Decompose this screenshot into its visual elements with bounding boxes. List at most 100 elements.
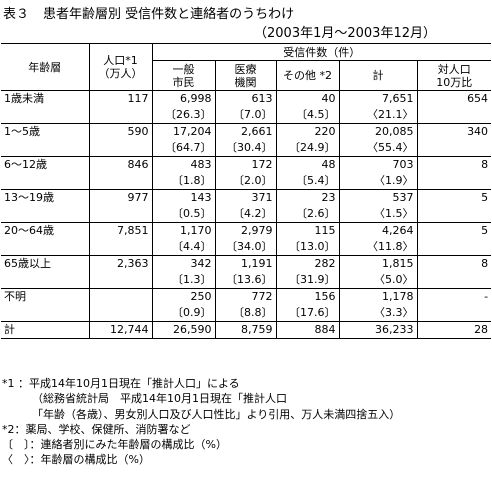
cell-general-share: 〔0.9〕 [152,305,216,322]
cell-total: 4,264 [339,222,418,239]
cell-general: 483 [152,156,216,173]
cell-total: 1,178 [339,288,418,305]
cell-medical-share: 〔13.6〕 [215,272,277,289]
cell-empty [417,173,491,190]
cell-total-share: 〈1.5〉 [339,206,418,223]
table-title: 表３ 患者年齢層別 受信件数と連絡者のうちわけ [3,3,294,22]
table-row: 1歳未満 117 6,998 613 40 7,651 654 [1,90,491,107]
footnote-1-source: （総務省統計局 平成14年10月1日現在「推計人口 [32,392,287,406]
cell-ratio: 28 [417,321,492,339]
cell-medical-share: 〔2.0〕 [215,173,277,190]
cell-age: 20～64歳 [1,222,90,239]
cell-empty [1,272,90,289]
total-row: 計 12,744 26,590 8,759 884 36,233 28 [1,321,492,339]
table-row: 13～19歳 977 143 371 23 537 5 [1,189,492,206]
cell-age: 計 [1,321,90,339]
cell-ratio: - [417,288,492,305]
cell-general: 1,170 [152,222,216,239]
table-row: 65歳以上 2,363 342 1,191 282 1,815 8 [1,255,492,272]
table-row: 不明 250 772 156 1,178- [1,288,492,305]
cell-empty [89,107,153,124]
cell-population: 2,363 [89,255,153,272]
cell-general: 143 [152,189,216,206]
cell-general-share: 〔1.8〕 [152,173,216,190]
cell-age: 1～5歳 [1,123,90,140]
cell-medical-share: 〔4.2〕 [215,206,277,223]
table-row-composition: 〔4.4〕 〔34.0〕 〔13.0〕 〈11.8〉 [1,239,491,256]
cell-age: 6～12歳 [1,156,90,173]
cell-total-share: 〈55.4〉 [339,140,418,157]
cell-population: 590 [89,123,153,140]
cell-empty [89,206,153,223]
table-row-composition: 〔1.8〕 〔2.0〕 〔5.4〕 〈1.9〉 [1,173,491,190]
cell-medical: 772 [215,288,277,305]
cell-empty [89,140,153,157]
cell-total: 20,085 [339,123,418,140]
cell-empty [1,206,90,223]
header-received-count: 受信件数（件） [152,43,492,61]
cell-empty [89,272,153,289]
cell-empty [89,305,153,322]
cell-other-share: 〔4.5〕 [276,107,340,124]
cell-other-share: 〔17.6〕 [276,305,340,322]
cell-population [89,288,153,305]
cell-general-share: 〔26.3〕 [152,107,216,124]
cell-medical-share: 〔8.8〕 [215,305,277,322]
cell-general: 26,590 [152,321,216,339]
table-row-composition: 〔26.3〕 〔7.0〕 〔4.5〕 〈21.1〉 [1,107,491,124]
cell-medical: 172 [215,156,277,173]
table-header: 年齢層 人口*1 （万人） 受信件数（件） 一般 市民 医療 機関 その他 *2 計 … [1,43,492,91]
cell-general-share: 〔1.3〕 [152,272,216,289]
cell-empty [1,140,90,157]
header-age: 年齢層 [1,43,90,91]
cell-empty [89,173,153,190]
cell-total: 7,651 [339,90,418,107]
cell-empty [417,305,491,322]
cell-age: 65歳以上 [1,255,90,272]
cell-total: 537 [339,189,418,206]
cell-total-share: 〈21.1〉 [339,107,418,124]
cell-population: 977 [89,189,153,206]
cell-empty [417,272,491,289]
cell-age: 不明 [1,288,90,305]
cell-other: 884 [276,321,340,339]
cell-population: 12,744 [89,321,153,339]
cell-total: 703 [339,156,418,173]
cell-medical: 8,759 [215,321,277,339]
cell-other-share: 〔24.9〕 [276,140,340,157]
cell-population: 117 [89,90,153,107]
table-row-composition: 〔0.9〕 〔8.8〕 〔17.6〕 〈3.3〉 [1,305,491,322]
cell-total-share: 〈11.8〉 [339,239,418,256]
cell-total-share: 〈1.9〉 [339,173,418,190]
cell-other-share: 〔31.9〕 [276,272,340,289]
cell-medical-share: 〔34.0〕 [215,239,277,256]
cell-medical-share: 〔30.4〕 [215,140,277,157]
cell-general: 342 [152,255,216,272]
cell-ratio: 5 [417,222,492,239]
cell-population: 846 [89,156,153,173]
cell-general-share: 〔0.5〕 [152,206,216,223]
cell-medical-share: 〔7.0〕 [215,107,277,124]
cell-general: 17,204 [152,123,216,140]
header-general-public: 一般 市民 [152,60,216,91]
cell-other-share: 〔5.4〕 [276,173,340,190]
cell-medical: 1,191 [215,255,277,272]
cell-empty [417,107,491,124]
cell-empty [417,140,491,157]
cell-total-share: 〈5.0〉 [339,272,418,289]
header-population: 人口*1 （万人） [89,43,153,91]
footnote-angle: 〈 〉：年齢層の構成比（%） [2,453,150,467]
header-total: 計 [339,60,418,91]
cell-empty [1,173,90,190]
cell-other: 115 [276,222,340,239]
cell-other-share: 〔13.0〕 [276,239,340,256]
cell-other: 40 [276,90,340,107]
cell-general: 250 [152,288,216,305]
table-body: 1歳未満 117 6,998 613 40 7,651 654 〔26.3〕 〔7.0〕 〔4.5… [1,90,492,322]
table-row-composition: 〔0.5〕 〔4.2〕 〔2.6〕 〈1.5〉 [1,206,491,223]
cell-empty [1,305,90,322]
cell-age: 13～19歳 [1,189,90,206]
footnote-1-source-cont: 「年齢（各歳）、男女別人口及び人口性比」より引用、万人未満四捨五入） [32,407,401,421]
cell-medical: 2,661 [215,123,277,140]
header-per-100k: 対人口 10万比 [417,60,492,91]
